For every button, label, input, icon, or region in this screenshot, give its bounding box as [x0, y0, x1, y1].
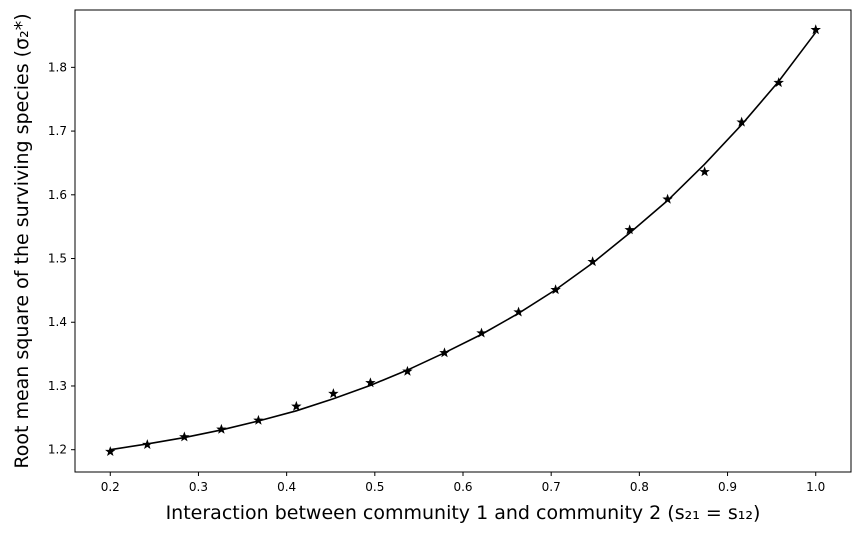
y-tick-label: 1.2 [48, 443, 67, 457]
x-tick-label: 0.7 [542, 480, 561, 494]
y-axis-ticks: 1.2 1.3 1.4 1.5 1.6 1.7 1.8 [48, 60, 75, 457]
star-marker [736, 116, 747, 127]
x-tick-label: 0.9 [718, 480, 737, 494]
star-marker [291, 400, 302, 411]
plot-area [74, 9, 852, 473]
star-marker [328, 388, 339, 399]
star-marker [105, 446, 116, 457]
star-marker [550, 284, 561, 295]
x-tick-label: 0.5 [365, 480, 384, 494]
series-layer [105, 24, 821, 457]
y-tick-label: 1.7 [48, 124, 67, 138]
star-marker [810, 24, 821, 35]
star-marker [476, 327, 487, 338]
star-marker [513, 306, 524, 317]
x-tick-label: 0.4 [277, 480, 296, 494]
star-marker [624, 224, 635, 235]
star-marker [179, 431, 190, 442]
y-tick-label: 1.5 [48, 252, 67, 266]
x-tick-label: 0.3 [189, 480, 208, 494]
x-tick-label: 1.0 [806, 480, 825, 494]
star-marker [587, 256, 598, 267]
star-marker [402, 365, 413, 376]
star-marker [439, 347, 450, 358]
y-axis-label: Root mean square of the surviving specie… [11, 13, 33, 468]
series-line [110, 31, 817, 451]
y-tick-label: 1.8 [48, 60, 67, 74]
star-marker [699, 166, 710, 177]
star-marker [216, 423, 227, 434]
x-axis-ticks: 0.2 0.3 0.4 0.5 0.6 0.7 0.8 0.9 1.0 [101, 472, 825, 494]
y-tick-label: 1.3 [48, 379, 67, 393]
star-marker [662, 193, 673, 204]
star-marker [365, 377, 376, 388]
x-tick-label: 0.6 [453, 480, 472, 494]
x-tick-label: 0.8 [630, 480, 649, 494]
x-tick-label: 0.2 [101, 480, 120, 494]
x-axis-label: Interaction between community 1 and comm… [166, 502, 761, 524]
y-tick-label: 1.6 [48, 188, 67, 202]
star-marker [142, 439, 153, 450]
y-tick-label: 1.4 [48, 315, 67, 329]
star-marker [773, 77, 784, 88]
star-marker [253, 414, 264, 425]
